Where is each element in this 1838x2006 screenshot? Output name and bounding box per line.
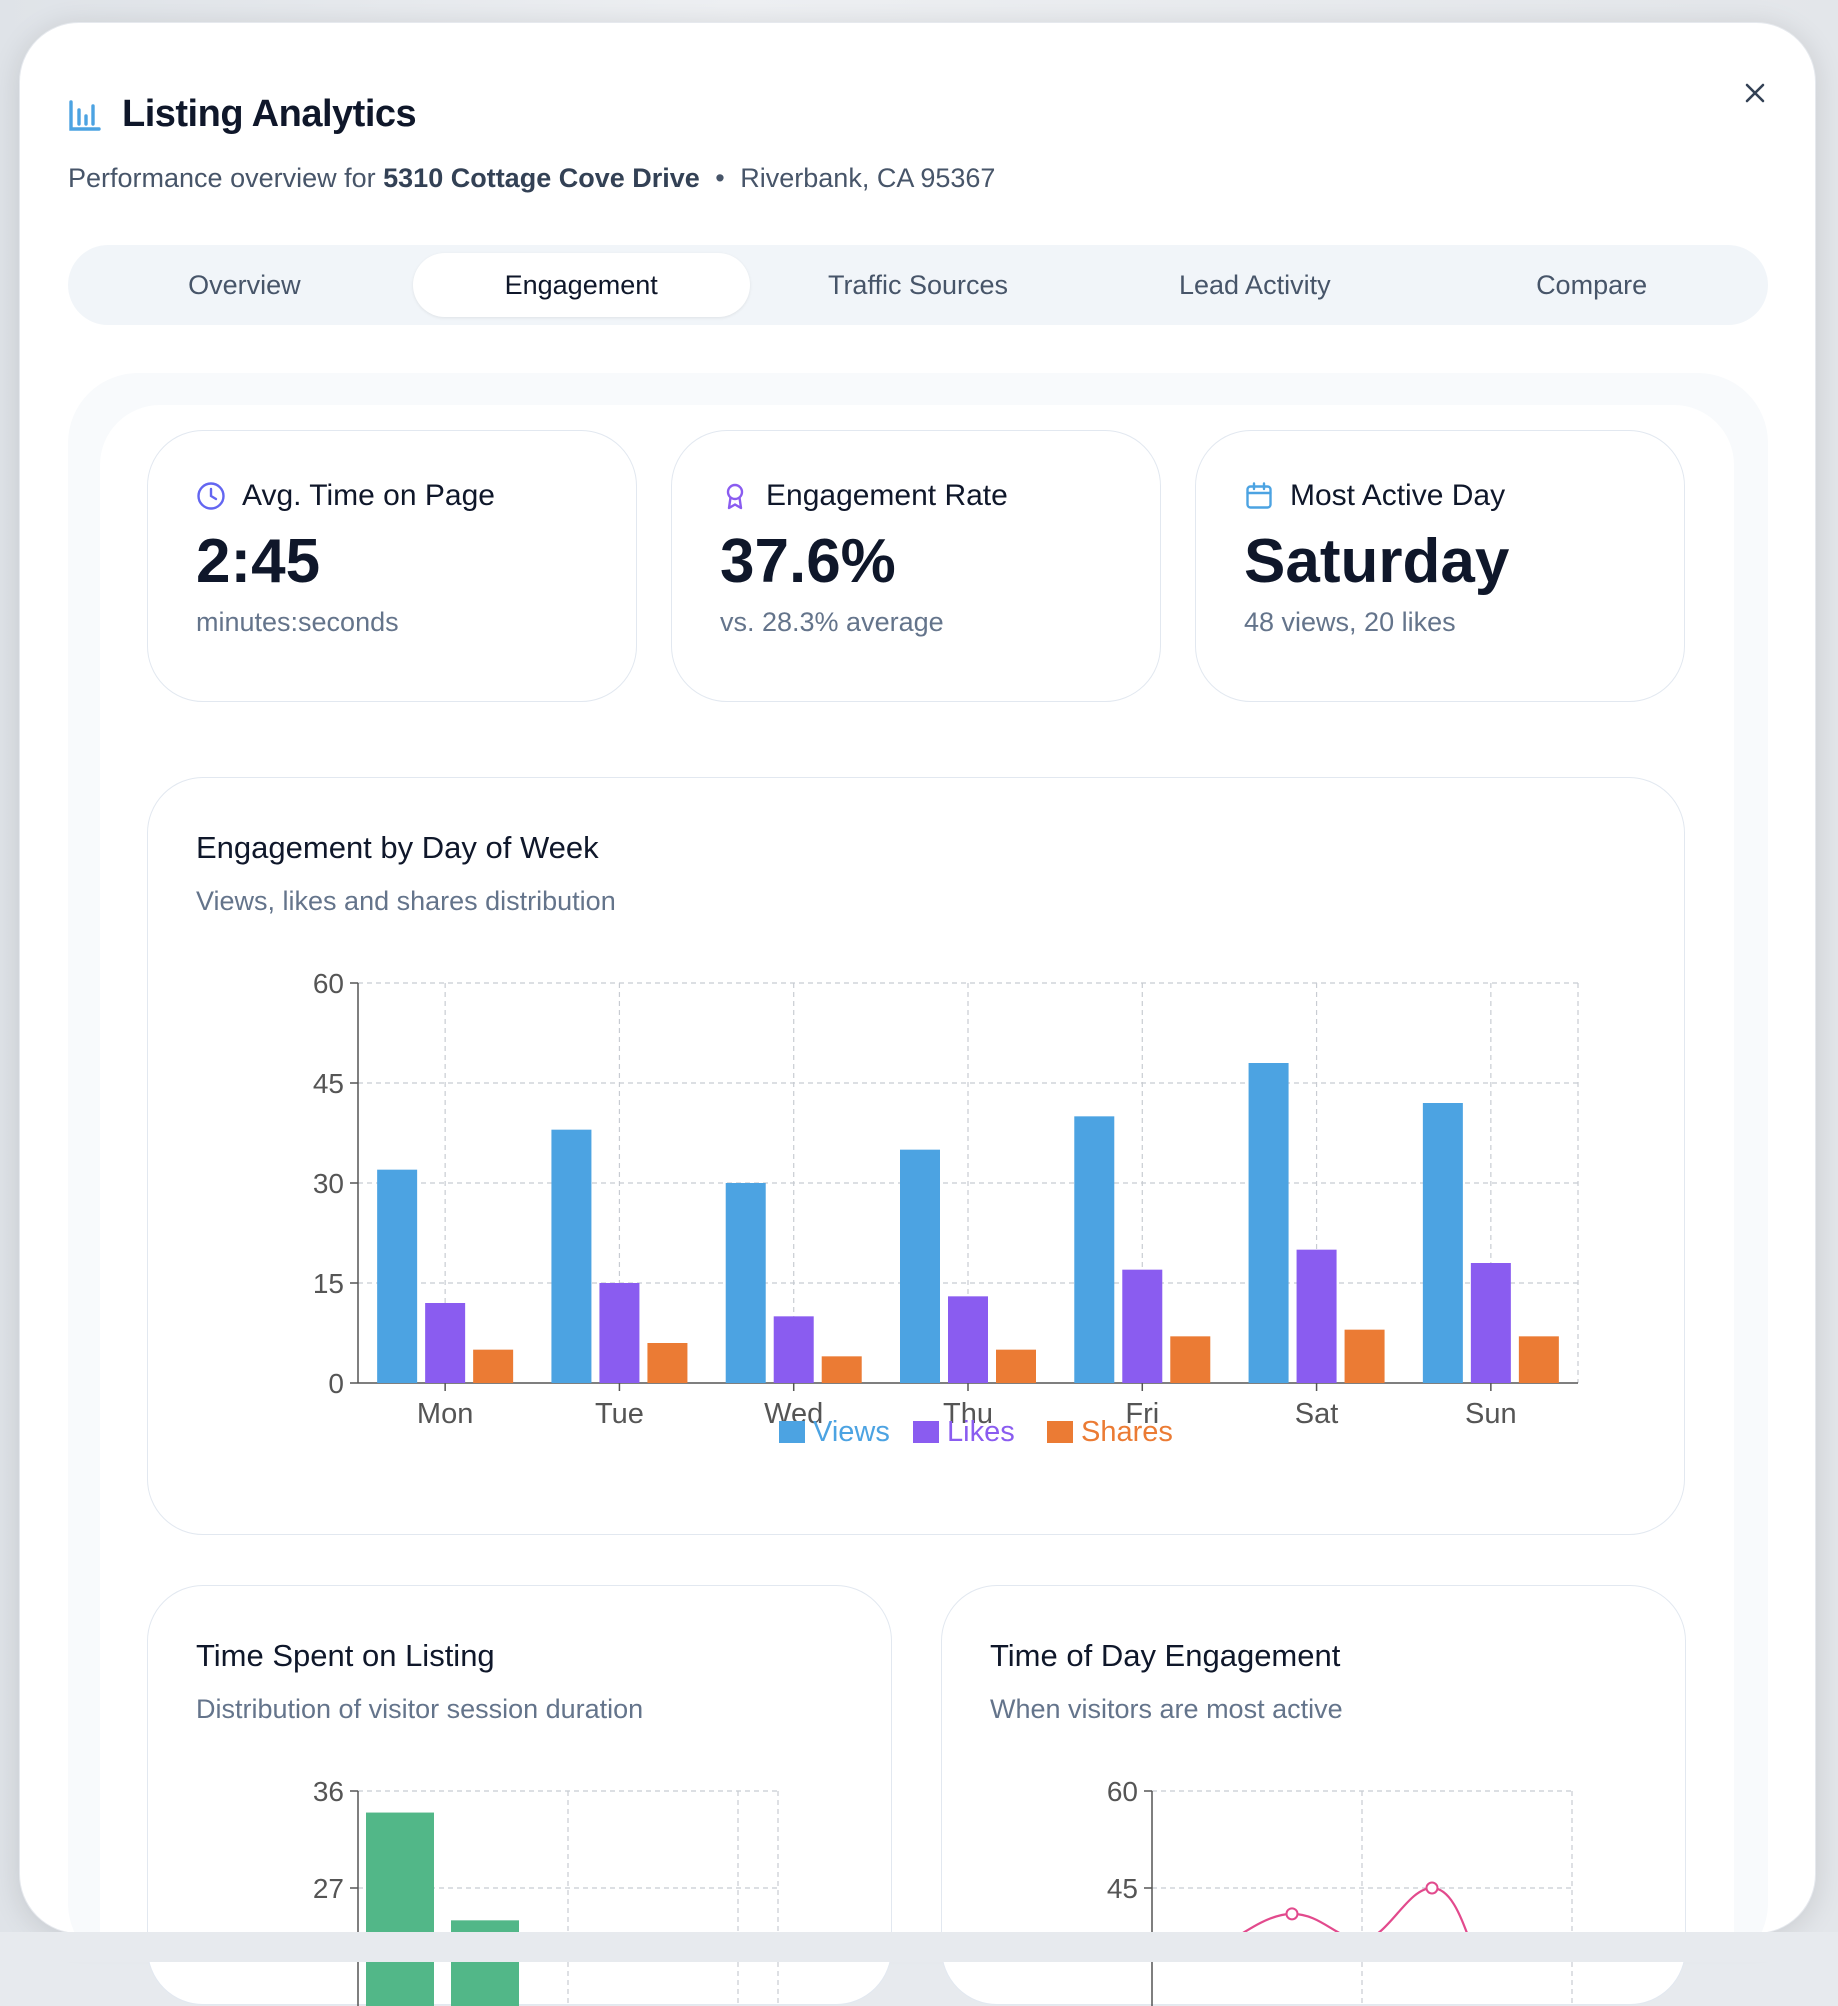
line-point — [1425, 1881, 1439, 1895]
views-bar — [551, 1129, 592, 1383]
award-icon — [726, 483, 744, 510]
tab-compare[interactable]: Compare — [1536, 269, 1648, 300]
tab-traffic-sources[interactable]: Traffic Sources — [827, 269, 1009, 300]
y-tick-label: 45 — [1107, 1873, 1138, 1904]
chart-subtitle: Distribution of visitor session duration — [196, 1694, 644, 1724]
bar-chart-icon — [69, 99, 101, 131]
x-tick-label: Sat — [1295, 1398, 1339, 1430]
stat-card-engagement-rate: Engagement Rate 37.6% vs. 28.3% average — [671, 430, 1161, 702]
tab-overview[interactable]: Overview — [188, 269, 301, 300]
stat-value: 2:45 — [196, 527, 321, 596]
legend-swatch — [1047, 1421, 1073, 1443]
chart-title: Time Spent on Listing — [196, 1638, 495, 1673]
engagement-by-day-card: Engagement by Day of Week Views, likes a… — [147, 777, 1685, 1535]
modal-title: Listing Analytics — [122, 93, 417, 135]
views-bar — [900, 1149, 940, 1383]
chart-subtitle: Views, likes and shares distribution — [196, 886, 616, 916]
listing-address: 5310 Cottage Cove Drive — [383, 163, 700, 193]
x-tick-label: Sun — [1465, 1398, 1517, 1430]
clock-icon — [197, 482, 225, 510]
close-button[interactable] — [1735, 73, 1775, 113]
stat-card-most-active-day: Most Active Day Saturday 48 views, 20 li… — [1195, 430, 1685, 702]
stat-card-avg-time: Avg. Time on Page 2:45 minutes:seconds — [147, 430, 637, 702]
chart-subtitle: When visitors are most active — [990, 1694, 1343, 1724]
views-bar — [1422, 1103, 1463, 1383]
shares-bar — [647, 1343, 688, 1383]
y-tick-label: 60 — [1107, 1776, 1138, 1807]
y-tick-label: 45 — [313, 1068, 344, 1099]
stat-value: 37.6% — [720, 527, 896, 596]
tab-lead-activity[interactable]: Lead Activity — [1178, 269, 1331, 300]
y-tick-label: 0 — [328, 1368, 344, 1399]
likes-bar — [1122, 1269, 1163, 1383]
y-tick-label: 30 — [313, 1168, 344, 1199]
y-tick-label: 15 — [313, 1268, 344, 1299]
listing-city: Riverbank, CA 95367 — [740, 163, 996, 193]
likes-bar — [948, 1296, 988, 1383]
legend-label: Shares — [1081, 1416, 1173, 1448]
x-tick-label: Fri — [1125, 1398, 1159, 1430]
subtitle-prefix: Performance overview for — [68, 163, 376, 193]
stat-value: Saturday — [1244, 527, 1510, 596]
close-icon — [1745, 83, 1765, 103]
shares-bar — [1344, 1329, 1385, 1383]
shares-bar — [996, 1349, 1036, 1383]
legend-swatch — [779, 1421, 805, 1443]
modal-header: Listing Analytics — [68, 93, 417, 136]
legend-label: Likes — [947, 1416, 1015, 1448]
stat-subtext: 48 views, 20 likes — [1244, 607, 1456, 637]
likes-bar — [599, 1283, 640, 1383]
likes-bar — [1470, 1263, 1511, 1383]
views-bar — [377, 1169, 418, 1383]
subtitle-separator: • — [715, 163, 725, 193]
stat-subtext: vs. 28.3% average — [720, 607, 944, 637]
y-tick-label: 36 — [313, 1776, 344, 1807]
y-tick-label: 60 — [313, 968, 344, 999]
legend-label: Views — [813, 1416, 890, 1448]
backdrop-bottom — [0, 1932, 1838, 1962]
stat-title: Most Active Day — [1290, 479, 1506, 512]
stat-subtext: minutes:seconds — [196, 607, 399, 637]
x-tick-label: Mon — [417, 1398, 473, 1430]
stat-title: Avg. Time on Page — [242, 479, 495, 512]
modal-subtitle: Performance overview for 5310 Cottage Co… — [68, 163, 995, 194]
chart-title: Engagement by Day of Week — [196, 830, 599, 865]
shares-bar — [821, 1356, 862, 1383]
likes-bar — [773, 1316, 814, 1383]
session-bar — [366, 1812, 434, 2006]
x-tick-label: Thu — [943, 1398, 993, 1430]
shares-bar — [1518, 1336, 1559, 1383]
shares-bar — [473, 1349, 514, 1383]
calendar-icon — [1246, 482, 1272, 509]
stat-title: Engagement Rate — [766, 479, 1008, 512]
views-bar — [1074, 1116, 1115, 1383]
views-bar — [725, 1183, 766, 1383]
likes-bar — [425, 1303, 466, 1383]
line-point — [1285, 1907, 1299, 1921]
tab-engagement[interactable]: Engagement — [412, 253, 750, 317]
chart-title: Time of Day Engagement — [990, 1638, 1341, 1673]
likes-bar — [1296, 1249, 1337, 1383]
views-bar — [1248, 1063, 1289, 1383]
tab-bar: Overview Engagement Traffic Sources Lead… — [68, 245, 1768, 325]
shares-bar — [1170, 1336, 1211, 1383]
legend-swatch — [913, 1421, 939, 1443]
x-tick-label: Tue — [595, 1398, 644, 1430]
y-tick-label: 27 — [313, 1873, 344, 1904]
